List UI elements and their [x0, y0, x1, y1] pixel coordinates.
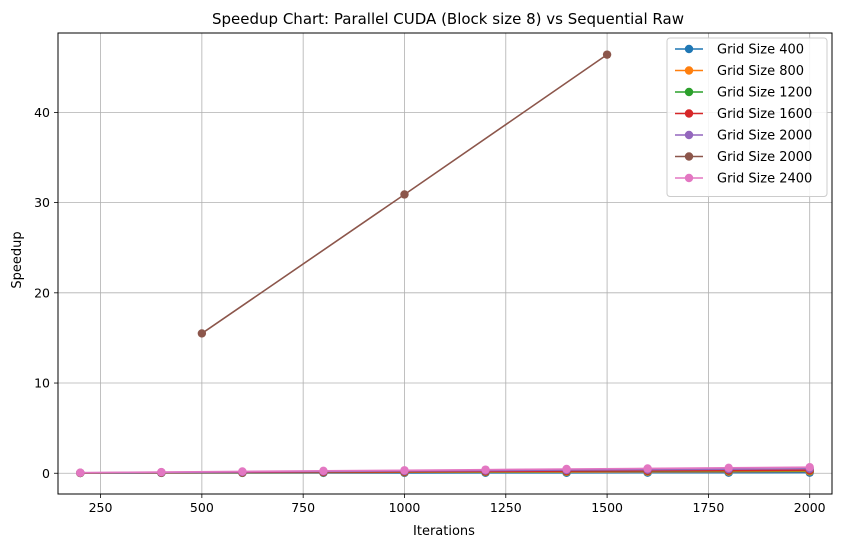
data-point — [481, 465, 490, 474]
chart-title: Speedup Chart: Parallel CUDA (Block size… — [212, 10, 684, 28]
data-point — [400, 466, 409, 475]
legend: Grid Size 400 Grid Size 800 Grid Size 1200… — [666, 37, 828, 197]
x-tick-label: 1000 — [389, 500, 421, 515]
legend-item: Grid Size 2000 — [675, 150, 812, 165]
legend-label: Grid Size 2000 — [717, 150, 812, 165]
legend-item: Grid Size 1600 — [675, 107, 812, 122]
legend-box — [666, 37, 828, 197]
legend-item: Grid Size 2000 — [675, 129, 812, 144]
legend-item: Grid Size 2400 — [675, 172, 812, 187]
legend-label: Grid Size 2400 — [717, 172, 812, 187]
data-point — [805, 463, 814, 472]
y-tick-label: 10 — [34, 376, 50, 391]
x-tick-label: 2000 — [794, 500, 826, 515]
x-tick-label: 1250 — [490, 500, 522, 515]
data-point — [76, 468, 85, 477]
legend-label: Grid Size 1600 — [717, 107, 812, 122]
x-tick-label: 500 — [190, 500, 214, 515]
series-line — [80, 466, 810, 474]
x-tick-label: 250 — [89, 500, 113, 515]
legend-marker — [684, 152, 694, 161]
x-axis-label: Iterations — [413, 524, 475, 539]
legend-item: Grid Size 1200 — [675, 86, 812, 101]
data-point — [400, 190, 409, 199]
data-point — [157, 467, 166, 477]
x-tick-label: 1500 — [591, 500, 623, 515]
y-tick-label: 30 — [34, 195, 50, 210]
legend-label: Grid Size 1200 — [717, 86, 812, 101]
data-series — [76, 50, 814, 478]
data-point — [602, 50, 612, 59]
data-point — [197, 329, 207, 338]
legend-marker — [684, 130, 694, 140]
legend-marker — [684, 173, 694, 183]
series-5 — [197, 50, 612, 338]
data-point — [238, 467, 247, 476]
data-point — [319, 466, 328, 476]
legend-item: Grid Size 800 — [675, 64, 804, 79]
legend-label: Grid Size 2000 — [717, 129, 812, 144]
legend-marker — [684, 109, 694, 118]
data-point — [724, 463, 733, 473]
legend-marker — [684, 44, 694, 54]
y-tick-label: 20 — [34, 285, 50, 300]
legend-label: Grid Size 400 — [717, 43, 804, 58]
y-tick-label: 0 — [42, 466, 50, 481]
y-axis-label: Speedup — [10, 231, 25, 288]
legend-marker — [684, 87, 694, 97]
y-tick-label: 40 — [34, 105, 50, 120]
legend-label: Grid Size 800 — [717, 64, 804, 79]
data-point — [562, 464, 571, 474]
data-point — [643, 464, 652, 473]
series-6 — [76, 463, 814, 477]
x-tick-label: 750 — [291, 500, 315, 515]
legend-item: Grid Size 400 — [675, 43, 804, 58]
axis-ticks: 250 500 750 1000 1250 1500 1750 2000 0 10 20 30 40 — [34, 105, 826, 515]
legend-marker — [684, 66, 694, 75]
plot-frame — [57, 32, 833, 495]
x-tick-label: 1750 — [692, 500, 724, 515]
